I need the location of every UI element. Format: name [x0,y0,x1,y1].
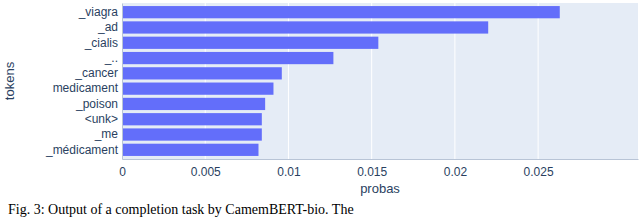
x-tick: 0.005 [191,159,221,179]
x-tick: 0.025 [524,159,554,179]
y-tick: _ad [97,20,122,34]
x-tick: 0.01 [277,159,301,179]
bar [122,98,265,110]
y-tick: _cancer [74,66,122,80]
y-tick-label: _ad [97,20,118,34]
x-tick-label: 0.02 [444,165,468,179]
bar [122,113,262,125]
bar [122,144,258,156]
x-tick-label: 0.005 [191,165,221,179]
plot-background [122,3,638,159]
y-tick-label: <unk> [85,112,118,126]
x-tick-label: 0.01 [277,165,301,179]
x-axis: 0 0.005 0.01 0.015 0.02 0.025 [119,159,638,179]
y-tick: _cialis [84,36,122,50]
y-tick: medicament [53,81,122,95]
x-axis-title: probas [360,181,400,196]
y-tick-label: _poison [75,97,118,111]
plot: 0 0.005 0.01 0.015 0.02 0.025 _viagra_ad _ciali… [45,3,639,179]
x-tick: 0.02 [444,159,468,179]
y-tick-label: _médicament [45,143,119,157]
y-tick-label: _cancer [74,66,118,80]
grid-line [122,3,123,159]
y-tick: <unk> [85,112,122,126]
x-tick: 0.015 [357,159,387,179]
y-axis: _viagra_ad _cialis_.._cancermedicament _po… [45,4,123,160]
y-tick-label: _viagra [78,5,119,19]
grid [122,3,538,159]
caption: Fig. 3: Output of a completion task by C… [8,202,354,217]
y-tick: _.. [104,51,122,65]
y-tick: _médicament [45,143,122,157]
y-tick: _poison [75,97,122,111]
grid-line [538,3,539,159]
y-tick: _me [94,127,122,141]
y-tick-label: _cialis [84,36,118,50]
y-tick: _viagra [78,5,122,19]
chart: 0 0.005 0.01 0.015 0.02 0.025 _viagra_ad _ciali… [0,0,640,219]
x-tick-label: 0.015 [357,165,387,179]
bar [122,21,488,33]
y-tick-label: medicament [53,81,119,95]
x-tick-label: 0.025 [524,165,554,179]
bar [122,128,262,140]
y-axis-title: tokens [2,61,17,100]
y-axis-line [122,4,123,160]
bar [122,52,333,64]
x-axis-line [123,159,639,160]
x-tick-label: 0 [119,165,126,179]
y-tick-label: _me [94,127,119,141]
bar [122,6,560,18]
bar [122,67,282,79]
bar [122,83,273,95]
bar [122,37,378,49]
x-tick: 0 [119,159,126,179]
y-tick-label: _.. [104,51,118,65]
bars [122,6,560,156]
